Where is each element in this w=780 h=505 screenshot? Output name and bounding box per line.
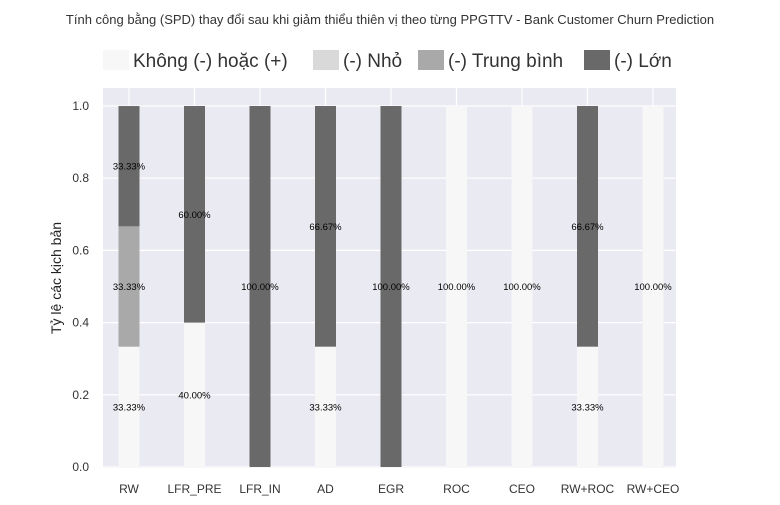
legend-label: (-) Lớn bbox=[614, 51, 672, 72]
bar-segment bbox=[577, 106, 598, 347]
bar-segment bbox=[118, 226, 140, 347]
bar-data-label: 40.00% bbox=[178, 390, 211, 401]
bar-data-label: 33.33% bbox=[113, 282, 146, 293]
bar-data-label: 100.00% bbox=[634, 282, 672, 293]
y-tick-label: 0.4 bbox=[72, 316, 89, 330]
bar-data-label: 33.33% bbox=[113, 402, 146, 413]
legend: Không (-) hoặc (+) (-) Nhỏ (-) Trung bình (… bbox=[103, 50, 672, 72]
x-tick-label: AD bbox=[317, 482, 334, 496]
y-tick-label: 0.8 bbox=[72, 171, 89, 185]
bar-segment bbox=[118, 346, 140, 467]
bar-data-label: 100.00% bbox=[241, 282, 279, 293]
bar-data-label: 33.33% bbox=[571, 402, 604, 413]
bar-data-labels: 33.33% 33.33% 33.33% 40.00% 60.00% 100.00% 33.… bbox=[113, 162, 672, 414]
legend-label: (-) Trung bình bbox=[448, 51, 563, 72]
y-axis-label: Tỷ lệ các kịch bản bbox=[48, 222, 64, 334]
bar-data-label: 66.67% bbox=[309, 222, 342, 233]
bar-data-label: 100.00% bbox=[438, 282, 476, 293]
bar-data-label: 100.00% bbox=[372, 282, 410, 293]
legend-label: Không (-) hoặc (+) bbox=[133, 51, 288, 72]
x-tick-label: LFR_PRE bbox=[167, 482, 221, 496]
x-axis-ticks: RW LFR_PRE LFR_IN AD EGR ROC CEO RW+ROC RW+CEO bbox=[119, 482, 679, 496]
y-axis-ticks: 0.0 0.2 0.4 0.6 0.8 1.0 bbox=[72, 99, 89, 474]
bar-data-label: 60.00% bbox=[178, 210, 211, 221]
legend-label: (-) Nhỏ bbox=[343, 51, 402, 72]
y-tick-label: 1.0 bbox=[72, 99, 89, 113]
bar-segment bbox=[184, 106, 205, 323]
bar-data-label: 100.00% bbox=[503, 282, 541, 293]
x-tick-label: RW+ROC bbox=[561, 482, 615, 496]
x-tick-label: EGR bbox=[378, 482, 404, 496]
bar-data-label: 66.67% bbox=[571, 222, 604, 233]
y-tick-label: 0.0 bbox=[72, 460, 89, 474]
legend-swatch bbox=[584, 50, 610, 70]
y-tick-label: 0.6 bbox=[72, 243, 89, 257]
bar-segment bbox=[315, 346, 336, 467]
bar-segment bbox=[249, 106, 271, 467]
x-tick-label: LFR_IN bbox=[239, 482, 280, 496]
x-tick-label: RW+CEO bbox=[627, 482, 680, 496]
x-tick-label: ROC bbox=[443, 482, 470, 496]
bar-data-label: 33.33% bbox=[309, 402, 342, 413]
x-tick-label: RW bbox=[119, 482, 139, 496]
y-tick-label: 0.2 bbox=[72, 388, 89, 402]
legend-swatch bbox=[313, 50, 339, 70]
bar-segment bbox=[446, 106, 467, 467]
chart-title: Tính công bằng (SPD) thay đổi sau khi gi… bbox=[66, 12, 714, 27]
bar-segment bbox=[184, 322, 205, 467]
legend-swatch bbox=[418, 50, 444, 70]
bar-segment bbox=[380, 106, 402, 467]
legend-swatch bbox=[103, 50, 129, 70]
bars bbox=[118, 106, 664, 467]
bar-segment bbox=[511, 106, 533, 467]
x-tick-label: CEO bbox=[509, 482, 535, 496]
bar-data-label: 33.33% bbox=[113, 162, 146, 173]
bar-segment bbox=[577, 346, 598, 467]
bar-segment bbox=[118, 106, 140, 227]
bar-segment bbox=[315, 106, 336, 347]
bar-segment bbox=[642, 106, 664, 467]
